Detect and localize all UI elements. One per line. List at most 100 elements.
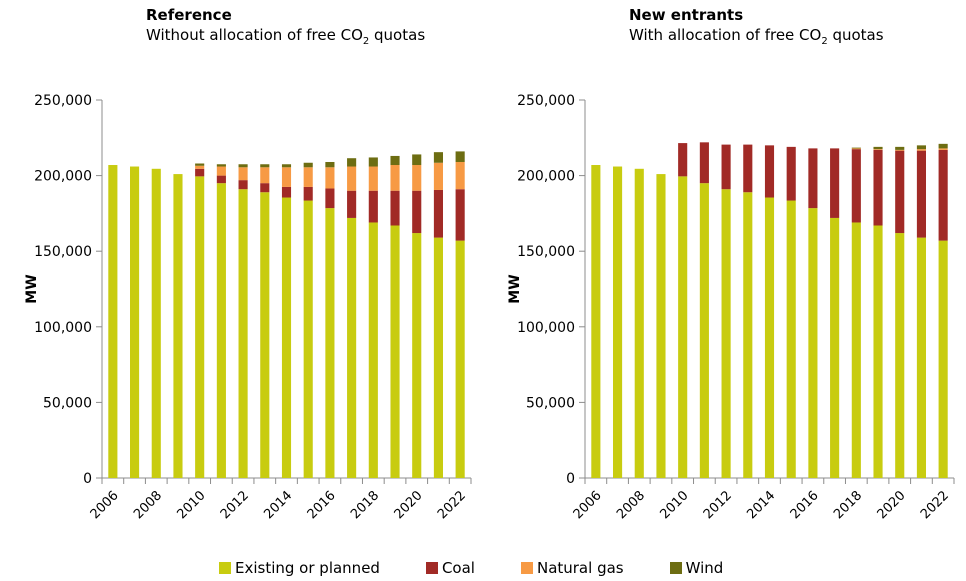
bar-natural-gas-2020 — [412, 165, 422, 191]
bar-existing-or-planned-2021 — [916, 237, 926, 478]
y-tick-label: 150,000 — [34, 244, 92, 260]
bar-wind-2015 — [303, 162, 313, 168]
bar-existing-or-planned-2009 — [656, 174, 666, 478]
bar-natural-gas-2022 — [455, 161, 465, 190]
chart-plot-new-entrants: 0 50,000 100,000 150,000 200,000 250,000 MW 200… — [507, 93, 955, 522]
bar-natural-gas-2017 — [347, 166, 357, 191]
bar-existing-or-planned-2007 — [613, 166, 623, 478]
bar-existing-or-planned-2006 — [591, 165, 601, 479]
chart-title: Reference — [146, 6, 232, 24]
bar-coal-2014 — [281, 186, 292, 198]
bar-coal-2012 — [238, 180, 248, 190]
bar-existing-or-planned-2022 — [455, 240, 465, 478]
bar-coal-2011 — [216, 175, 226, 184]
bar-coal-2021 — [916, 150, 926, 238]
bar-existing-or-planned-2011 — [699, 183, 709, 478]
y-axis-title: MW — [507, 274, 523, 303]
bar-coal-2010 — [678, 143, 688, 177]
bar-existing-or-planned-2018 — [851, 222, 861, 478]
bar-wind-2016 — [325, 161, 335, 168]
y-tick-label: 0 — [83, 471, 92, 487]
y-tick-label: 0 — [566, 471, 575, 487]
bar-wind-2011 — [216, 164, 226, 167]
bar-natural-gas-2018 — [851, 148, 861, 150]
bar-coal-2020 — [412, 190, 422, 234]
bar-coal-2010 — [195, 168, 205, 177]
bar-natural-gas-2019 — [873, 149, 883, 150]
bar-existing-or-planned-2011 — [216, 183, 226, 478]
y-tick-label: 100,000 — [34, 320, 92, 336]
chart-panel-reference: Reference Without allocation of free CO2… — [0, 0, 483, 540]
chart-legend: Existing or planned Coal Natural gas Win… — [219, 559, 769, 577]
y-tick-label: 50,000 — [526, 395, 575, 411]
bar-existing-or-planned-2017 — [830, 217, 840, 478]
y-axis-title: MW — [24, 274, 40, 303]
bar-wind-2020 — [895, 146, 905, 150]
bar-coal-2012 — [721, 144, 731, 190]
bar-natural-gas-2021 — [916, 149, 926, 151]
bar-existing-or-planned-2006 — [108, 165, 118, 479]
bar-wind-2019 — [390, 155, 400, 166]
bar-wind-2018 — [851, 147, 861, 149]
y-tick-label: 150,000 — [517, 244, 575, 260]
bar-existing-or-planned-2015 — [303, 200, 313, 478]
legend-swatch-natural-gas — [520, 562, 533, 574]
chart-subtitle: Without allocation of free CO2 quotas — [146, 26, 426, 47]
bar-wind-2018 — [368, 157, 378, 167]
x-tick-label: 2008 — [614, 488, 648, 522]
x-tick-label: 2018 — [831, 488, 865, 522]
x-tick-label: 2016 — [788, 488, 822, 522]
bar-existing-or-planned-2014 — [764, 197, 775, 479]
x-tick-label: 2006 — [88, 488, 122, 522]
bar-coal-2018 — [851, 149, 861, 223]
legend-item-natural-gas: Natural gas — [520, 559, 624, 577]
legend-swatch-existing — [219, 562, 231, 574]
bar-existing-or-planned-2012 — [238, 189, 248, 478]
legend-swatch-wind — [669, 562, 682, 574]
chart-subtitle: With allocation of free CO2 quotas — [629, 26, 884, 47]
y-tick-label: 200,000 — [34, 169, 92, 185]
bar-existing-or-planned-2016 — [325, 208, 335, 478]
bar-natural-gas-2021 — [433, 162, 443, 190]
bar-natural-gas-2015 — [303, 167, 313, 187]
bar-natural-gas-2019 — [390, 165, 400, 191]
bar-wind-2022 — [455, 151, 465, 162]
y-tick-label: 100,000 — [517, 320, 575, 336]
bar-natural-gas-2012 — [238, 167, 248, 181]
bar-existing-or-planned-2010 — [195, 176, 205, 478]
bar-coal-2017 — [347, 190, 357, 218]
chart-title: New entrants — [629, 6, 744, 24]
legend-label-natural-gas: Natural gas — [536, 559, 624, 577]
x-tick-label: 2018 — [348, 488, 382, 522]
bar-existing-or-planned-2019 — [873, 225, 883, 478]
bar-wind-2010 — [195, 163, 205, 166]
bar-existing-or-planned-2021 — [433, 237, 443, 478]
y-tick-label: 200,000 — [517, 169, 575, 185]
bar-existing-or-planned-2012 — [721, 189, 731, 478]
x-tick-label: 2022 — [918, 488, 952, 522]
y-tick-label: 50,000 — [43, 395, 92, 411]
x-tick-label: 2020 — [392, 488, 426, 522]
bar-natural-gas-2014 — [281, 167, 292, 187]
legend-item-existing: Existing or planned — [219, 559, 380, 577]
bar-coal-2019 — [873, 149, 883, 226]
legend-swatch-coal — [425, 562, 438, 574]
bar-coal-2011 — [699, 142, 709, 184]
bar-natural-gas-2011 — [216, 166, 226, 176]
x-tick-label: 2014 — [261, 488, 295, 522]
bar-coal-2019 — [390, 190, 400, 226]
legend-label-wind: Wind — [685, 559, 724, 577]
x-tick-label: 2008 — [131, 488, 165, 522]
bar-natural-gas-2018 — [368, 166, 378, 191]
bar-coal-2022 — [938, 149, 948, 241]
x-tick-label: 2022 — [435, 488, 469, 522]
bar-existing-or-planned-2013 — [743, 192, 753, 478]
bar-natural-gas-2020 — [895, 149, 905, 151]
bar-existing-or-planned-2016 — [808, 208, 818, 478]
bar-coal-2017 — [830, 148, 840, 218]
bar-coal-2021 — [433, 189, 443, 238]
bar-existing-or-planned-2013 — [260, 192, 270, 478]
bar-existing-or-planned-2010 — [678, 176, 688, 478]
bar-coal-2016 — [808, 148, 818, 209]
x-tick-label: 2020 — [875, 488, 909, 522]
